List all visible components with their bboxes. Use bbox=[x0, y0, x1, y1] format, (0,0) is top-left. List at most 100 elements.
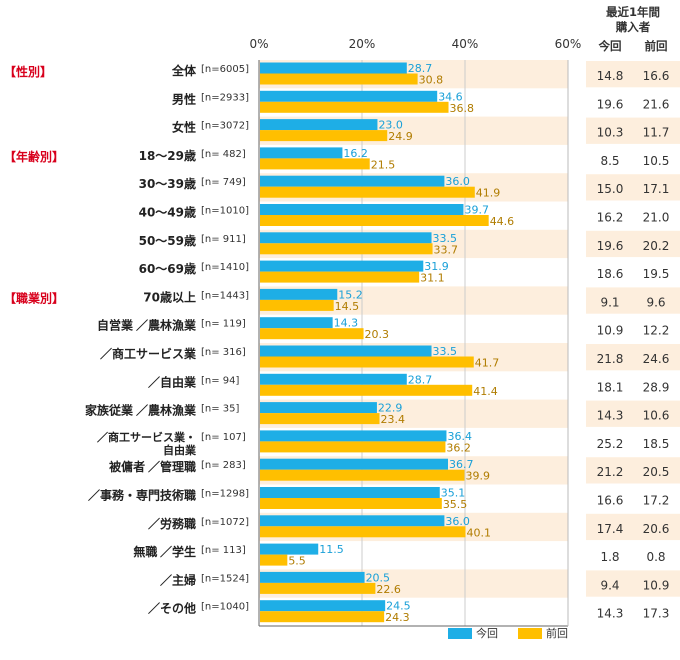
table-row-stripe bbox=[586, 344, 680, 371]
value-label-current: 15.2 bbox=[338, 288, 363, 301]
category-group-label: 無職 bbox=[133, 544, 157, 559]
table-row-stripe bbox=[586, 230, 680, 258]
bar-current bbox=[260, 571, 365, 583]
section-label: 【職業別】 bbox=[4, 290, 64, 305]
bar-previous bbox=[260, 554, 288, 566]
bar-current bbox=[260, 600, 386, 612]
bar-previous bbox=[260, 469, 465, 481]
bar-current bbox=[260, 204, 464, 215]
bar-current bbox=[260, 317, 333, 329]
bar-previous bbox=[260, 356, 474, 368]
bar-current bbox=[260, 373, 407, 385]
value-label-previous: 23.4 bbox=[381, 413, 406, 426]
bar-previous bbox=[260, 215, 489, 226]
table-value-previous: 18.5 bbox=[643, 437, 670, 451]
bar-previous bbox=[260, 243, 433, 255]
value-label-previous: 24.3 bbox=[385, 611, 410, 624]
bar-current bbox=[260, 90, 438, 102]
x-tick-label: 60% bbox=[555, 37, 582, 51]
category-label: ／管理職 bbox=[148, 459, 196, 474]
sample-size-label: [n= 283] bbox=[201, 460, 246, 471]
category-label: ／農林漁業 bbox=[136, 403, 197, 418]
table-value-current: 18.1 bbox=[597, 380, 624, 394]
legend-swatch-previous bbox=[518, 628, 542, 639]
table-value-previous: 0.8 bbox=[646, 550, 665, 564]
table-row-stripe bbox=[586, 174, 680, 201]
bar-current bbox=[260, 458, 449, 470]
sample-size-label: [n=1443] bbox=[201, 290, 249, 301]
value-label-previous: 44.6 bbox=[490, 215, 515, 228]
table-value-current: 19.6 bbox=[597, 239, 624, 253]
value-label-previous: 39.9 bbox=[465, 470, 490, 483]
sample-size-label: [n=1072] bbox=[201, 517, 249, 528]
table-value-current: 14.3 bbox=[597, 607, 624, 621]
category-label: ／事務・専門技術職 bbox=[88, 488, 196, 503]
value-label-current: 31.9 bbox=[424, 260, 449, 273]
sample-size-label: [n=6005] bbox=[201, 64, 249, 75]
table-value-current: 8.5 bbox=[600, 154, 619, 168]
category-label: 70歳以上 bbox=[143, 289, 196, 304]
table-value-current: 9.1 bbox=[600, 295, 619, 309]
table-value-previous: 28.9 bbox=[643, 380, 670, 394]
section-label: 【年齢別】 bbox=[4, 149, 64, 164]
value-label-current: 34.6 bbox=[438, 90, 463, 103]
table-header-title: 最近1年間 bbox=[606, 5, 660, 19]
bar-current bbox=[260, 345, 432, 357]
bar-previous bbox=[260, 611, 385, 623]
sample-size-label: [n=1524] bbox=[201, 573, 249, 584]
table-row-stripe bbox=[586, 457, 680, 484]
sample-size-label: [n=1298] bbox=[201, 489, 249, 500]
value-label-current: 36.7 bbox=[449, 458, 474, 471]
table-value-previous: 17.1 bbox=[643, 182, 670, 196]
category-label: 18〜29歳 bbox=[139, 148, 196, 163]
table-value-current: 10.3 bbox=[597, 126, 624, 140]
bar-current bbox=[260, 430, 447, 442]
table-value-previous: 20.5 bbox=[643, 465, 670, 479]
bar-previous bbox=[260, 73, 418, 85]
table-value-current: 19.6 bbox=[597, 97, 624, 111]
value-label-current: 28.7 bbox=[408, 62, 433, 75]
legend-label-previous: 前回 bbox=[546, 626, 568, 640]
value-label-previous: 36.2 bbox=[446, 441, 471, 454]
category-label: ／商工サービス業・ bbox=[97, 430, 196, 444]
table-value-current: 21.2 bbox=[597, 465, 624, 479]
table-header-current: 今回 bbox=[598, 39, 622, 53]
bar-current bbox=[260, 288, 338, 300]
table-row-stripe bbox=[586, 287, 680, 314]
bar-current bbox=[260, 175, 445, 187]
sample-size-label: [n=1010] bbox=[201, 206, 249, 217]
value-label-previous: 20.3 bbox=[365, 328, 390, 341]
category-label: 60〜69歳 bbox=[139, 261, 196, 276]
sample-size-label: [n= 113] bbox=[201, 545, 246, 556]
value-label-current: 24.5 bbox=[386, 600, 411, 613]
value-label-previous: 21.5 bbox=[371, 158, 396, 171]
value-label-current: 16.2 bbox=[343, 147, 368, 160]
table-value-previous: 21.0 bbox=[643, 211, 670, 225]
category-label: 男性 bbox=[172, 91, 196, 106]
bar-previous bbox=[260, 186, 475, 198]
value-label-previous: 41.4 bbox=[473, 385, 498, 398]
bar-current bbox=[260, 119, 378, 131]
value-label-previous: 5.5 bbox=[288, 555, 306, 568]
category-label-line2: 自由業 bbox=[163, 443, 197, 457]
value-label-previous: 14.5 bbox=[335, 300, 360, 313]
category-label: ／学生 bbox=[160, 544, 196, 559]
legend-swatch-current bbox=[448, 628, 472, 639]
bar-current bbox=[260, 487, 440, 498]
sample-size-label: [n= 749] bbox=[201, 177, 246, 188]
value-label-current: 23.0 bbox=[378, 119, 403, 132]
table-value-previous: 9.6 bbox=[646, 295, 665, 309]
table-value-previous: 20.6 bbox=[643, 522, 670, 536]
table-value-previous: 10.6 bbox=[643, 409, 670, 423]
bar-previous bbox=[260, 328, 364, 340]
x-tick-label: 40% bbox=[452, 37, 479, 51]
x-tick-label: 0% bbox=[249, 37, 268, 51]
category-label: ／自由業 bbox=[148, 374, 197, 389]
table-value-previous: 21.6 bbox=[643, 97, 670, 111]
x-tick-label: 20% bbox=[349, 37, 376, 51]
value-label-previous: 30.8 bbox=[419, 74, 444, 87]
bar-current bbox=[260, 402, 377, 414]
bar-previous bbox=[260, 101, 449, 113]
table-value-previous: 19.5 bbox=[643, 267, 670, 281]
value-label-previous: 33.7 bbox=[434, 243, 459, 256]
